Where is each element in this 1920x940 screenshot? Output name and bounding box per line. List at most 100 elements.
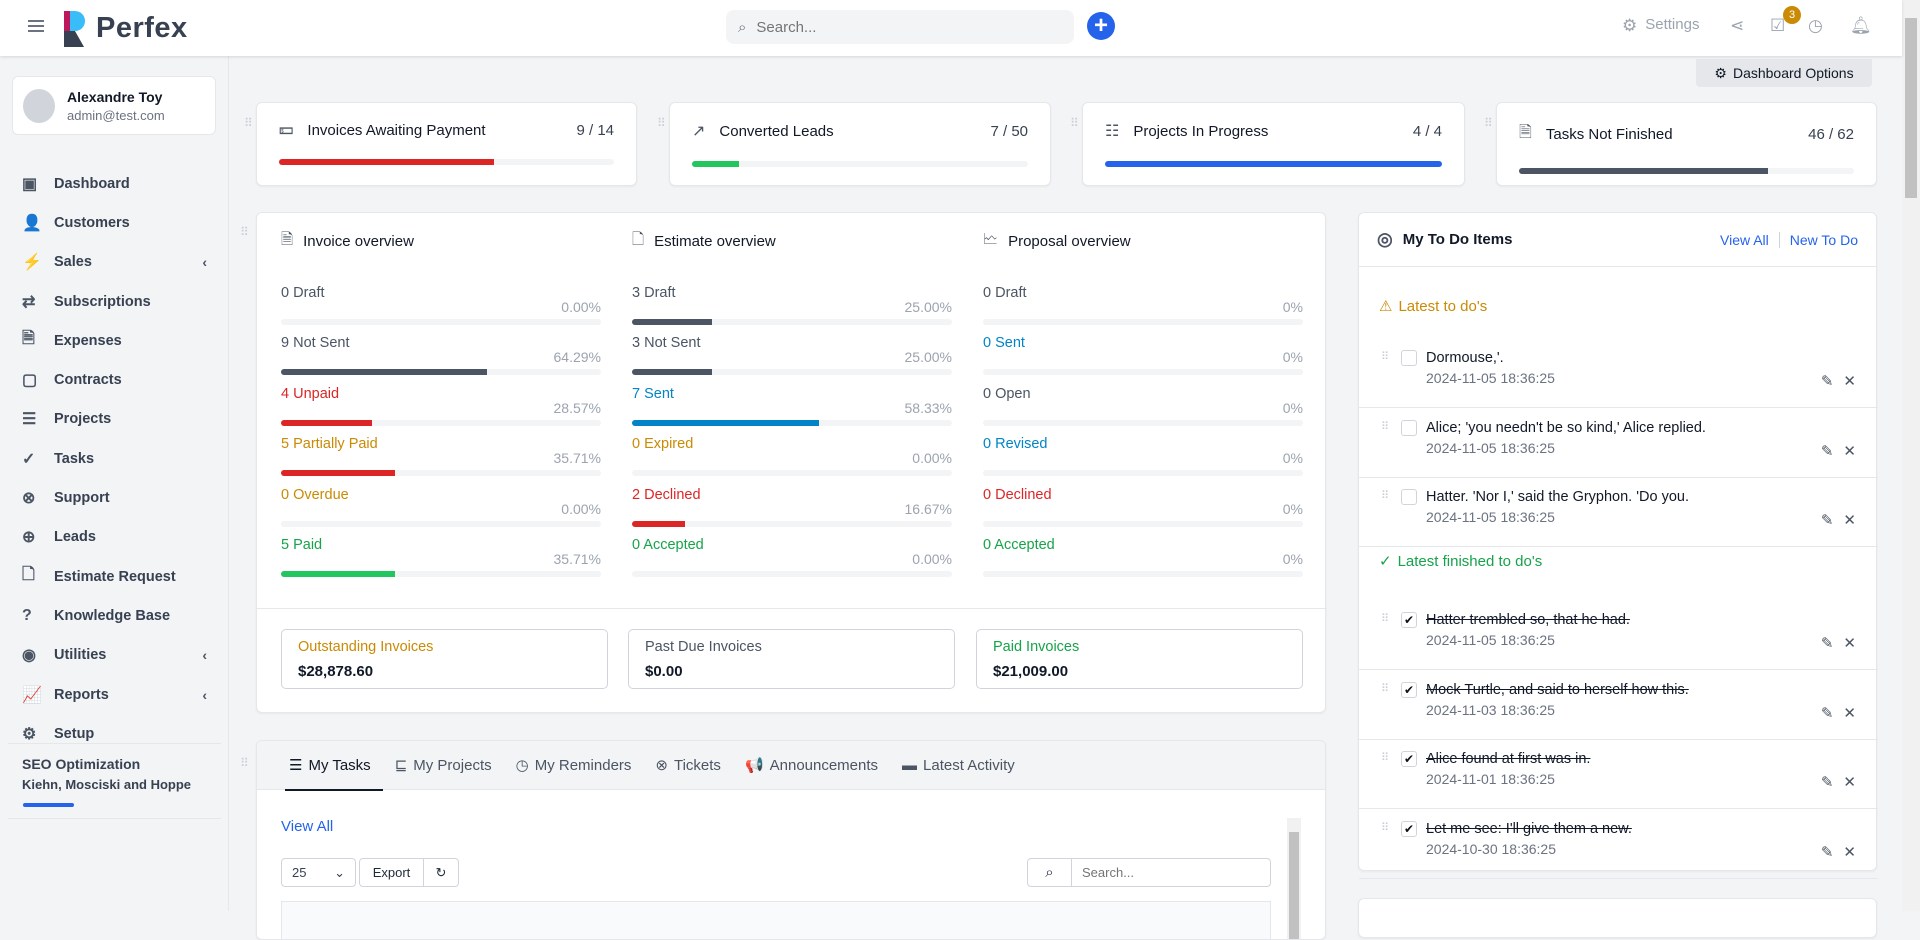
pencil-icon[interactable]: ✎ [1820,774,1834,792]
close-icon[interactable]: ✕ [1843,373,1856,390]
pinned-project-name[interactable]: SEO Optimization [22,756,141,772]
export-button[interactable]: Export [360,859,424,886]
summary-box[interactable]: Outstanding Invoices $28,878.60 [281,629,608,689]
tab-my-reminders[interactable]: ◷ My Reminders [504,741,644,790]
tab-announcements[interactable]: 📢 Announcements [733,741,890,790]
brand-name[interactable]: Perfex [96,12,188,44]
todo-view-all-link[interactable]: View All [1720,231,1769,248]
close-icon[interactable]: ✕ [1843,635,1856,652]
table-scrollbar[interactable] [1287,818,1301,939]
menu-toggle-icon[interactable] [28,20,44,32]
drag-handle-icon[interactable]: ⠿ [1381,420,1390,433]
overview-row[interactable]: 0 Declined 0% [983,487,1303,527]
pencil-icon[interactable]: ✎ [1820,704,1834,722]
sidebar-item-dashboard[interactable]: ▣ Dashboard [0,164,229,203]
overview-row[interactable]: 0 Accepted 0.00% [632,537,952,577]
quick-create-button[interactable]: + [1087,12,1115,40]
pencil-icon[interactable]: ✎ [1820,442,1834,460]
todo-checkbox[interactable] [1401,350,1417,366]
settings-link[interactable]: ⚙ Settings [1622,16,1699,36]
tab-latest-activity[interactable]: ▬ Latest Activity [890,741,1027,790]
drag-handle-icon[interactable]: ⠿ [1381,822,1390,835]
table-search[interactable]: ⌕ [1027,858,1271,887]
overview-row[interactable]: 0 Draft 0% [983,285,1303,325]
sidebar-item-expenses[interactable]: 🗎 Expenses [0,321,229,360]
close-icon[interactable]: ✕ [1843,512,1856,530]
sidebar-item-subscriptions[interactable]: ⇄ Subscriptions [0,282,229,321]
overview-row[interactable]: 7 Sent 58.33% [632,386,952,426]
summary-box[interactable]: Paid Invoices $21,009.00 [976,629,1303,689]
overview-row[interactable]: 4 Unpaid 28.57% [281,386,601,426]
bell-icon[interactable]: 🔔︎ [1850,16,1872,35]
overview-row[interactable]: 0 Open 0% [983,386,1303,426]
page-scrollbar[interactable] [1902,0,1920,911]
search-input[interactable] [756,18,1047,36]
close-icon[interactable]: ✕ [1843,704,1856,722]
sidebar-item-support[interactable]: ⊗ Support [0,478,229,517]
dashboard-options-button[interactable]: ⚙ Dashboard Options [1696,59,1872,87]
tab-tickets[interactable]: ⊗ Tickets [643,741,733,790]
sidebar-item-tasks[interactable]: ✓ Tasks [0,439,229,478]
drag-handle-icon[interactable]: ⠿ [1381,752,1390,765]
overview-row[interactable]: 0 Expired 0.00% [632,436,952,477]
drag-handle-icon[interactable]: ⠿ [244,116,253,130]
sidebar-item-leads[interactable]: ⊕ Leads [0,518,229,557]
todo-checkbox[interactable]: ✔ [1401,612,1417,628]
page-length-select[interactable]: 25 ⌄ [281,858,356,887]
drag-handle-icon[interactable]: ⠿ [1484,116,1493,130]
global-search[interactable]: ⌕ [726,10,1074,44]
sidebar-item-estimate-request[interactable]: 🗋 Estimate Request [0,557,229,596]
overview-row[interactable]: 0 Overdue 0.00% [281,487,601,527]
new-todo-link[interactable]: New To Do [1789,231,1858,248]
overview-row[interactable]: 0 Draft 0.00% [281,285,601,325]
close-icon[interactable]: ✕ [1843,774,1856,792]
overview-row[interactable]: 0 Sent 0% [983,335,1303,376]
view-all-tasks-link[interactable]: View All [281,818,334,835]
drag-handle-icon[interactable]: ⠿ [240,225,249,239]
drag-handle-icon[interactable]: ⠿ [240,756,249,770]
sidebar-item-customers[interactable]: 👤 Customers [0,203,229,242]
clock-icon[interactable]: ◷ [1808,16,1823,35]
drag-handle-icon[interactable]: ⠿ [1381,351,1390,363]
overview-row[interactable]: 5 Partially Paid 35.71% [281,436,601,477]
sidebar-item-knowledge-base[interactable]: ? Knowledge Base [0,596,229,635]
overview-row[interactable]: 9 Not Sent 64.29% [281,335,601,376]
overview-row[interactable]: 3 Not Sent 25.00% [632,335,952,376]
stat-card[interactable]: ↗ Converted Leads 7 / 50 [669,102,1051,186]
drag-handle-icon[interactable]: ⠿ [1381,682,1390,695]
close-icon[interactable]: ✕ [1843,844,1856,862]
sidebar-item-setup[interactable]: ⚙ Setup [0,714,229,753]
table-search-input[interactable] [1072,859,1262,886]
share-icon[interactable]: ⋖ [1730,16,1745,35]
drag-handle-icon[interactable]: ⠿ [657,116,666,130]
tasks-icon[interactable]: ☑ [1770,16,1786,35]
sidebar-item-projects[interactable]: ☰ Projects [0,400,229,439]
todo-checkbox[interactable]: ✔ [1401,751,1417,768]
overview-row[interactable]: 0 Accepted 0% [983,537,1303,577]
tab-my-projects[interactable]: ⊑ My Projects [383,741,504,790]
todo-checkbox[interactable] [1401,489,1417,506]
sidebar-item-reports[interactable]: 📈 Reports ‹ [0,675,229,714]
todo-checkbox[interactable]: ✔ [1401,681,1417,698]
overview-row[interactable]: 2 Declined 16.67% [632,487,952,527]
close-icon[interactable]: ✕ [1843,442,1856,460]
stat-card[interactable]: 🗎 Tasks Not Finished 46 / 62 [1496,102,1877,186]
tab-my-tasks[interactable]: ☰ My Tasks [277,741,383,791]
sidebar-item-contracts[interactable]: ▢ Contracts [0,360,229,399]
stat-card[interactable]: 💵︎ Invoices Awaiting Payment 9 / 14 [256,102,637,186]
todo-checkbox[interactable]: ✔ [1401,821,1417,838]
summary-box[interactable]: Past Due Invoices $0.00 [628,629,955,689]
drag-handle-icon[interactable]: ⠿ [1070,116,1079,130]
drag-handle-icon[interactable]: ⠿ [1381,490,1390,503]
pencil-icon[interactable]: ✎ [1820,512,1834,530]
sidebar-item-sales[interactable]: ⚡ Sales ‹ [0,243,229,282]
user-profile[interactable]: Alexandre Toy admin@test.com [12,76,216,135]
drag-handle-icon[interactable]: ⠿ [1381,613,1390,625]
todo-checkbox[interactable] [1401,419,1417,436]
pencil-icon[interactable]: ✎ [1820,373,1834,390]
overview-row[interactable]: 3 Draft 25.00% [632,285,952,325]
overview-row[interactable]: 5 Paid 35.71% [281,537,601,577]
sidebar-item-utilities[interactable]: ◉ Utilities ‹ [0,636,229,675]
pencil-icon[interactable]: ✎ [1820,844,1834,862]
refresh-icon[interactable]: ↻ [435,864,447,880]
